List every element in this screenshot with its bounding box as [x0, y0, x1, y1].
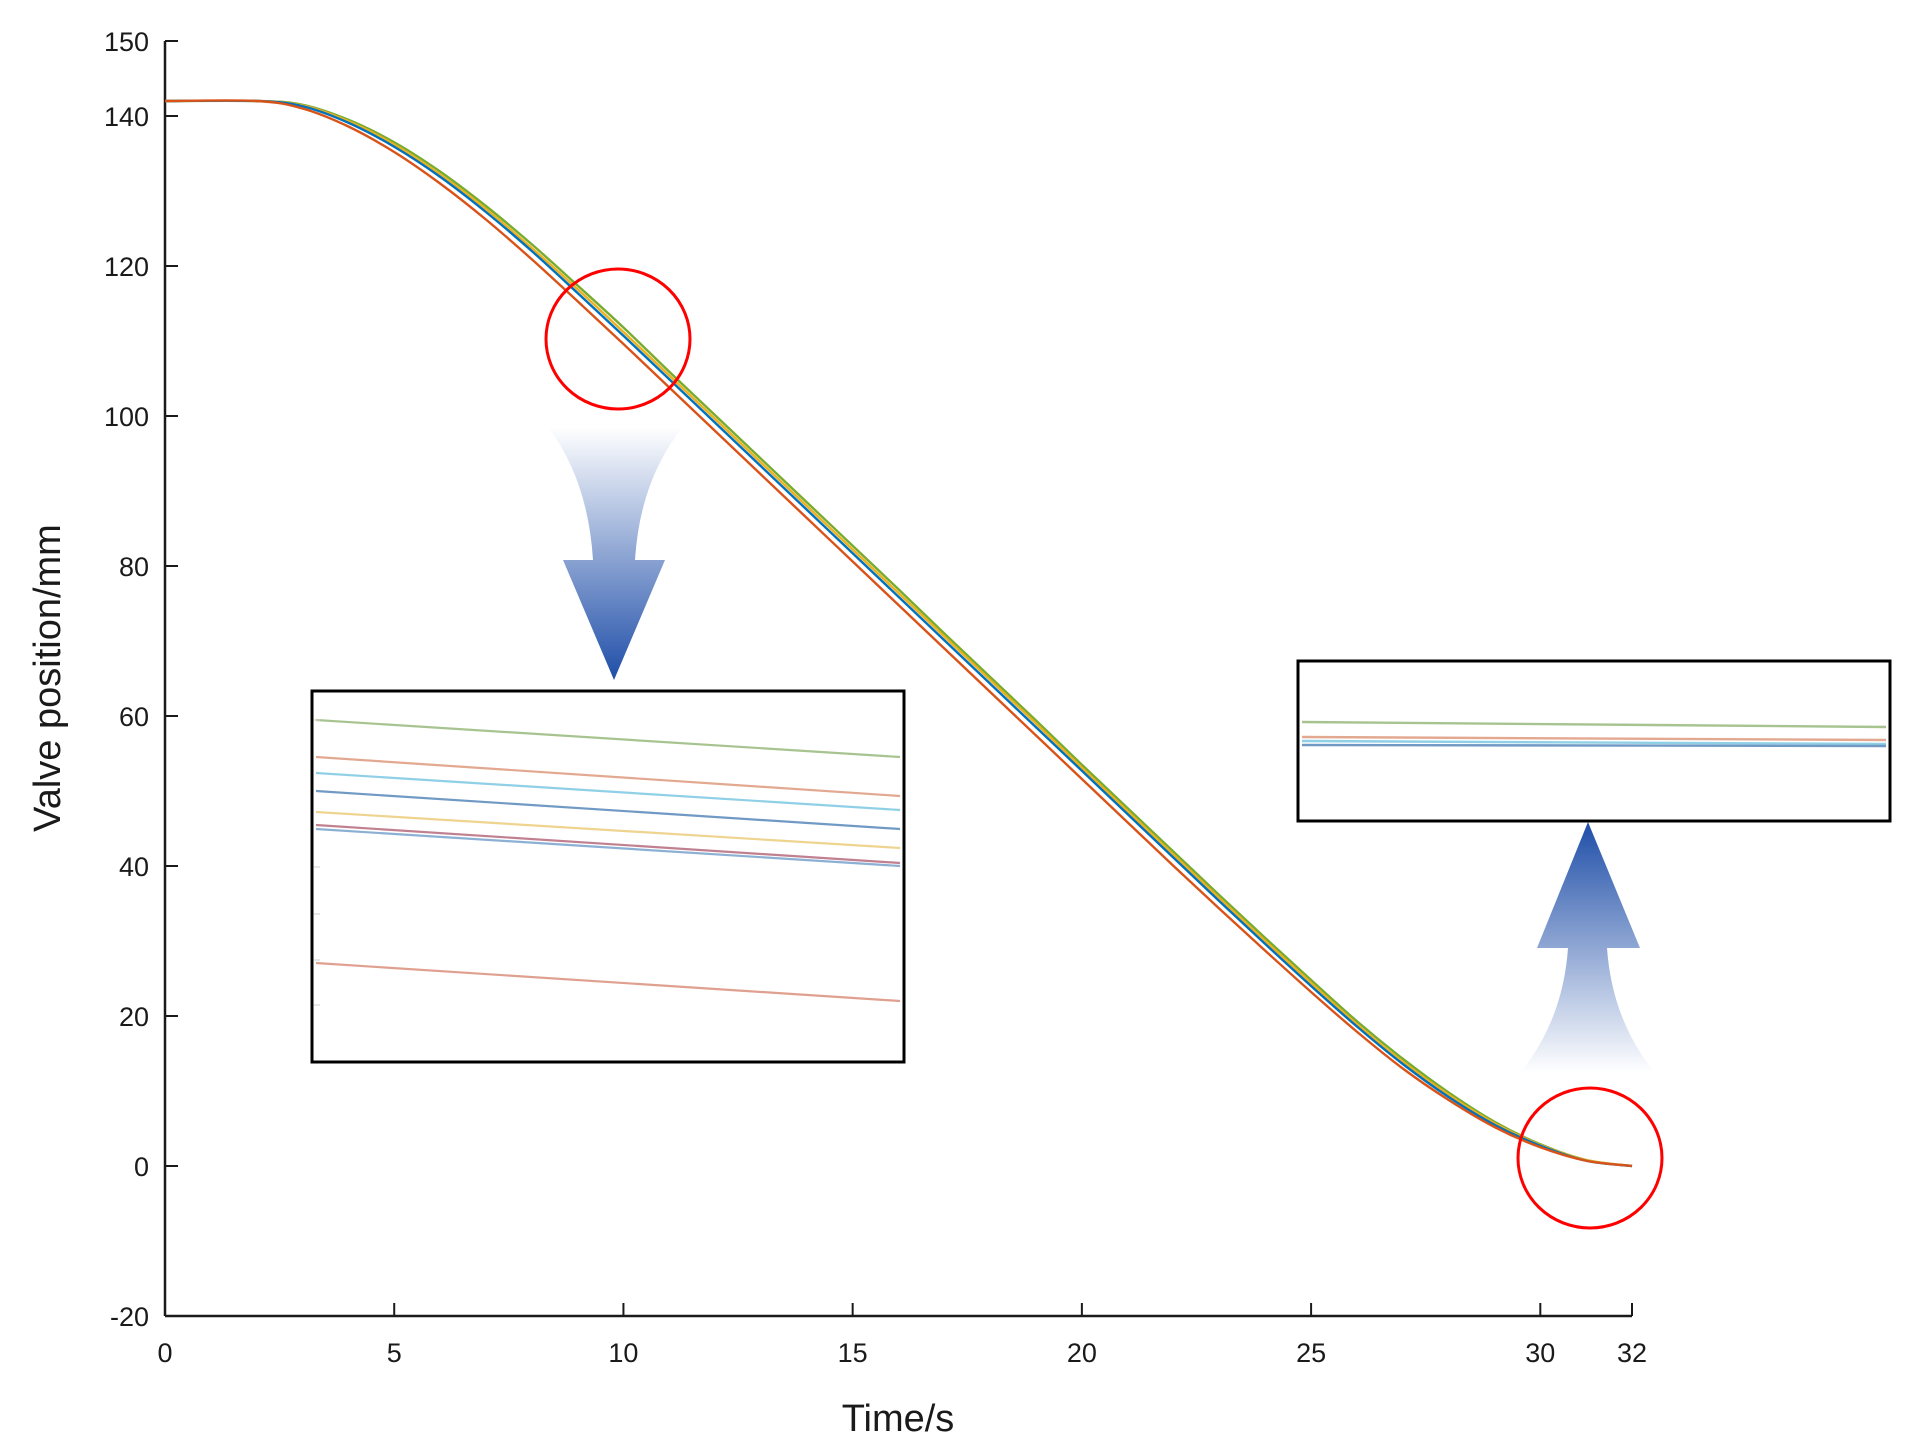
inset-upper-line [315, 771, 901, 812]
series-line-1 [164, 99, 1633, 1168]
arrow-up-icon [1520, 822, 1655, 1073]
x-ticks: 0 5 10 15 20 25 30 32 [157, 1303, 1647, 1368]
series-line-4 [164, 99, 1633, 1168]
zoom-inset-lower [1296, 659, 1892, 823]
inset-upper-line [315, 827, 901, 868]
y-tick-label: 80 [119, 552, 149, 582]
y-tick-label: 150 [104, 27, 149, 57]
arrow-down-icon [548, 427, 683, 680]
inset-lower-line [1301, 743, 1887, 748]
x-tick-label: 25 [1296, 1338, 1326, 1368]
y-tick-label: 40 [119, 852, 149, 882]
inset-upper-line [315, 789, 901, 831]
inset-upper-line [315, 755, 901, 798]
x-tick-label: 10 [608, 1338, 638, 1368]
axes [163, 41, 1632, 1318]
x-axis-title: Time/s [842, 1398, 955, 1440]
x-tick-label: 5 [387, 1338, 402, 1368]
inset-lower-line [1301, 739, 1887, 746]
y-tick-label: 100 [104, 402, 149, 432]
series-line-3 [164, 99, 1633, 1168]
series-line-2 [164, 99, 1633, 1168]
y-axis-title: Valve position/mm [27, 524, 69, 832]
series-lines [164, 99, 1633, 1168]
inset-upper-line [315, 718, 901, 759]
inset-upper-line [315, 961, 901, 1003]
highlight-circle-lower [1516, 1086, 1664, 1230]
x-tick-label: 0 [157, 1338, 172, 1368]
x-tick-label: 30 [1525, 1338, 1555, 1368]
inset-upper-line [315, 810, 901, 850]
y-tick-label: 120 [104, 252, 149, 282]
y-ticks: -20 0 20 40 60 80 100 120 140 150 [104, 27, 178, 1332]
inset-lower-line [1301, 720, 1887, 729]
y-tick-label: 60 [119, 702, 149, 732]
y-tick-label: 20 [119, 1002, 149, 1032]
zoom-inset-upper [310, 689, 906, 1064]
highlight-circle-upper [544, 267, 692, 411]
inset-upper-line [315, 823, 901, 865]
x-tick-label: 32 [1617, 1338, 1647, 1368]
x-tick-label: 20 [1067, 1338, 1097, 1368]
y-tick-label: 140 [104, 102, 149, 132]
y-tick-label: -20 [110, 1302, 149, 1332]
x-tick-label: 15 [838, 1338, 868, 1368]
inset-lower-line [1301, 735, 1887, 742]
y-tick-label: 0 [134, 1152, 149, 1182]
